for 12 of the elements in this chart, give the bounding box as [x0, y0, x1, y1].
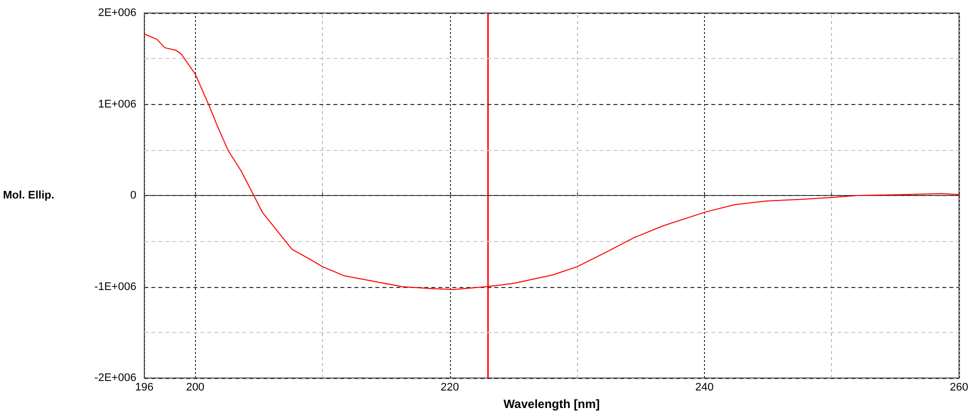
x-tick-label: 260 [950, 382, 968, 394]
x-tick-label: 200 [186, 382, 204, 394]
y-tick-label: 1E+006 [98, 98, 136, 110]
x-tick-label: 220 [440, 382, 460, 394]
y-tick-label: 2E+006 [98, 7, 136, 19]
x-axis-title: Wavelength [nm] [504, 396, 600, 411]
x-tick-label: 196 [135, 382, 154, 394]
y-axis-title: Mol. Ellip. [2, 190, 54, 202]
y-tick-label: -2E+006 [94, 372, 136, 384]
y-tick-label: -1E+006 [94, 280, 136, 293]
y-tick-label: 0 [130, 190, 136, 202]
x-tick-label: 240 [695, 382, 714, 394]
